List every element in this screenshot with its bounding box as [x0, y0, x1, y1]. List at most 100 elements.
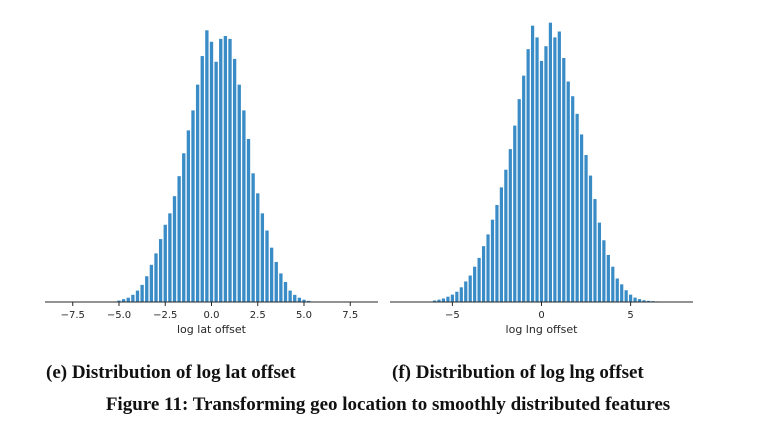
- histogram-bar-lat: [121, 299, 126, 302]
- x-tick-label-lat: −7.5: [61, 310, 85, 321]
- histogram-bar-lat: [172, 196, 177, 302]
- histogram-bar-lat: [260, 213, 265, 302]
- histogram-bar-lat: [140, 284, 144, 302]
- histogram-bar-lat: [135, 290, 140, 302]
- histogram-bar-lng: [437, 299, 441, 302]
- histogram-bar-lng: [499, 187, 504, 302]
- histogram-bar-lat: [269, 247, 274, 302]
- histogram-bar-lng: [642, 300, 646, 302]
- histogram-bar-lng: [477, 257, 481, 302]
- histogram-bar-lat: [228, 38, 232, 302]
- histogram-bar-lat: [145, 276, 149, 302]
- histogram-bar-lng: [646, 300, 651, 302]
- histogram-bar-lat: [256, 193, 260, 302]
- histogram-bar-lng: [450, 294, 454, 302]
- histogram-bar-lng: [562, 57, 566, 303]
- histogram-bar-lng: [557, 31, 561, 303]
- histogram-bar-lng: [637, 299, 642, 302]
- x-tick-label-lng: −5: [445, 310, 460, 321]
- x-tick-label-lat: 2.5: [250, 310, 266, 321]
- histogram-bar-lat: [274, 261, 278, 302]
- histogram-bar-lat: [168, 213, 172, 302]
- histogram-bar-lng: [579, 134, 584, 302]
- histogram-bar-lng: [548, 22, 553, 302]
- histogram-bar-lat: [186, 130, 191, 302]
- histogram-bar-lng: [602, 240, 606, 302]
- histogram-bar-lng: [473, 266, 477, 302]
- histogram-bar-lng: [588, 175, 593, 302]
- histogram-bar-lng: [468, 275, 472, 302]
- histogram-bar-lat: [191, 110, 195, 302]
- histogram-bar-lat: [158, 239, 163, 302]
- histogram-bar-lat: [177, 176, 181, 302]
- ticks-lng: −5 0 5: [445, 302, 634, 321]
- histogram-bar-lng: [544, 46, 548, 302]
- histogram-bar-lat: [219, 38, 223, 302]
- histogram-bar-lng: [571, 96, 575, 302]
- histogram-bar-lat: [205, 30, 209, 303]
- x-axis-label-lng: log lng offset: [506, 323, 579, 336]
- histogram-bar-lng: [575, 113, 579, 302]
- histogram-bar-lat: [288, 290, 292, 302]
- histogram-bar-lat: [232, 58, 237, 303]
- histogram-bar-lat: [251, 173, 255, 302]
- histogram-bar-lng: [539, 60, 544, 302]
- histogram-bar-lng: [481, 246, 486, 302]
- histogram-bar-lng: [441, 298, 446, 302]
- histogram-bar-lat: [246, 138, 251, 302]
- histogram-bar-lng: [566, 81, 570, 302]
- histogram-bar-lng: [517, 99, 521, 302]
- histogram-bar-lng: [459, 287, 463, 302]
- histogram-bar-lat: [279, 273, 283, 302]
- histogram-bar-lng: [432, 300, 437, 302]
- histogram-bar-lat: [214, 61, 218, 303]
- histogram-bar-lng: [584, 155, 588, 302]
- histogram-bar-lng: [495, 204, 499, 302]
- histogram-bar-lng: [597, 222, 602, 302]
- histogram-bar-lng: [508, 149, 512, 302]
- histogram-bar-lat: [283, 281, 288, 302]
- histogram-bar-lng: [629, 294, 633, 302]
- figure-caption: Figure 11: Transforming geo location to …: [105, 394, 671, 415]
- histogram-bar-lng: [606, 254, 610, 302]
- histogram-bar-lng: [530, 25, 535, 302]
- histogram-bar-lat: [200, 56, 204, 302]
- histogram-bar-lat: [265, 230, 269, 302]
- histogram-bar-lng: [522, 75, 526, 303]
- x-tick-label-lat: −2.5: [153, 310, 177, 321]
- histogram-bar-lat: [302, 299, 306, 302]
- subcaption-lng: (f) Distribution of log lng offset: [392, 362, 644, 383]
- histogram-bar-lng: [553, 37, 557, 303]
- histogram-bar-lat: [131, 294, 135, 302]
- x-tick-label-lat: 0.0: [204, 310, 220, 321]
- histogram-bar-lng: [633, 297, 637, 302]
- ticks-lat: −7.5 −5.0 −2.5 0.0 2.5 5.0 7.5: [61, 302, 358, 321]
- x-tick-label-lat: −5.0: [107, 310, 131, 321]
- histogram-bar-lng: [504, 169, 508, 302]
- x-tick-label-lat: 7.5: [342, 310, 358, 321]
- histogram-bar-lng: [446, 296, 450, 302]
- histogram-bar-lng: [535, 37, 539, 303]
- bars-lat: [117, 30, 311, 303]
- histogram-bar-lng: [620, 284, 624, 302]
- histogram-bar-lng: [624, 290, 628, 302]
- histogram-bar-lat: [297, 297, 302, 302]
- histogram-bar-lat: [182, 153, 186, 302]
- histogram-bar-lat: [242, 110, 246, 302]
- histogram-bar-lat: [154, 253, 158, 302]
- histogram-lng: −5 0 5 log lng offset: [390, 22, 693, 336]
- histogram-bar-lat: [293, 294, 297, 302]
- histogram-bar-lng: [464, 281, 468, 302]
- histogram-lat: −7.5 −5.0 −2.5 0.0 2.5 5.0 7.5 log lat offset: [45, 30, 378, 336]
- histogram-bar-lat: [306, 300, 311, 302]
- x-tick-label-lat: 5.0: [296, 310, 312, 321]
- x-tick-label-lng: 5: [627, 310, 633, 321]
- histogram-bar-lat: [223, 36, 228, 303]
- histogram-bar-lat: [117, 300, 121, 302]
- histogram-bar-lng: [593, 199, 597, 302]
- histogram-bar-lng: [611, 266, 615, 302]
- histogram-bar-lat: [209, 41, 214, 303]
- subcaption-lat: (e) Distribution of log lat offset: [46, 362, 296, 383]
- histogram-bar-lat: [149, 264, 154, 302]
